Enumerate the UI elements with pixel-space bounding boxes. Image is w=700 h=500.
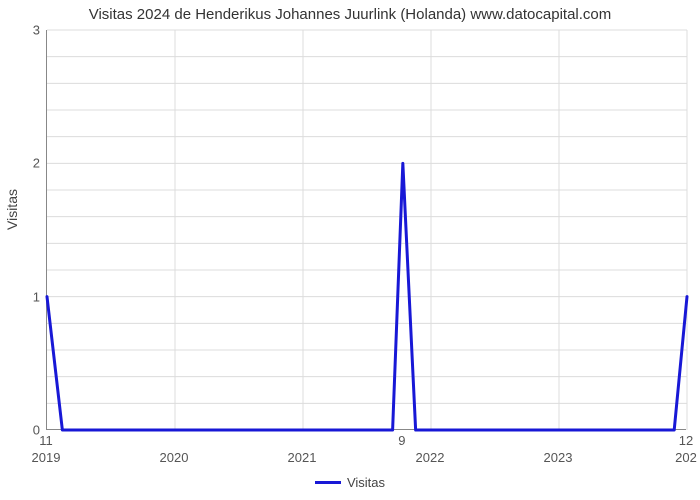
y-tick-label: 1 [10, 289, 40, 304]
x-tick-label: 2019 [32, 450, 61, 465]
x-tick-label: 202 [675, 450, 697, 465]
y-tick-label: 0 [10, 423, 40, 438]
chart-title: Visitas 2024 de Henderikus Johannes Juur… [0, 6, 700, 23]
legend: Visitas [0, 474, 700, 490]
legend-label: Visitas [347, 475, 385, 490]
x-tick-label: 2021 [288, 450, 317, 465]
plot-area [46, 30, 686, 430]
y-tick-label: 3 [10, 23, 40, 38]
legend-swatch [315, 481, 341, 484]
data-point-label: 11 [39, 433, 53, 448]
y-axis-title: Visitas [4, 189, 20, 230]
data-point-label: 9 [398, 433, 405, 448]
x-tick-label: 2023 [544, 450, 573, 465]
x-tick-label: 2020 [160, 450, 189, 465]
y-tick-label: 2 [10, 156, 40, 171]
x-tick-label: 2022 [416, 450, 445, 465]
chart-container: Visitas 2024 de Henderikus Johannes Juur… [0, 0, 700, 500]
data-point-label: 12 [679, 433, 693, 448]
chart-line-layer [47, 30, 686, 429]
